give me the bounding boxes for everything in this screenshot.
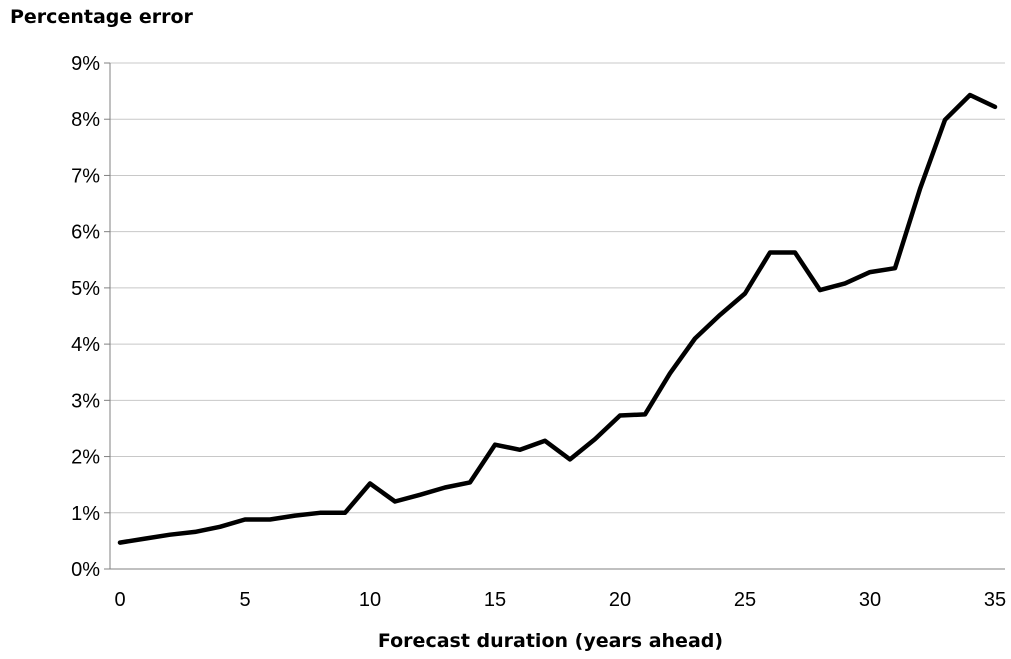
x-tick-label: 20 [609,589,631,611]
axes [104,62,1005,570]
x-tick-label: 30 [859,589,881,611]
y-axis-title: Percentage error [10,6,193,28]
y-tick-label: 4% [71,334,100,356]
tick-labels: 0% 1% 2% 3% 4% 5% 6% 7% 8% 9% 0 5 10 15 20 25 30 35 [71,53,1006,611]
x-tick-label: 5 [239,589,250,611]
series-line [117,92,998,545]
y-tick-label: 5% [71,278,100,300]
y-tick-label: 9% [71,53,100,75]
gridlines [110,62,1005,514]
series-layer [117,92,998,545]
x-tick-label: 35 [984,589,1006,611]
y-tick-label: 8% [71,109,100,131]
x-tick-label: 15 [484,589,506,611]
y-tick-label: 7% [71,165,100,187]
x-tick-label: 10 [359,589,381,611]
y-tick-label: 1% [71,503,100,525]
x-axis-title: Forecast duration (years ahead) [377,630,724,652]
x-tick-label: 0 [114,589,125,611]
y-tick-label: 3% [71,390,100,412]
x-tick-label: 25 [734,589,756,611]
y-tick-label: 2% [71,447,100,469]
y-tick-label: 6% [71,222,100,244]
y-tick-label: 0% [71,559,100,581]
